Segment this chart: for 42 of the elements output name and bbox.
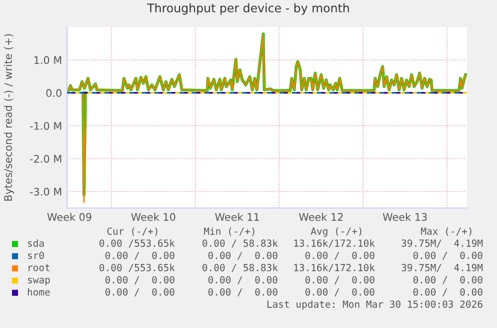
legend-label: root: [28, 264, 50, 272]
y-tick-label: -2.0 M: [30, 154, 62, 163]
text: 0.00 / 0.00: [208, 276, 278, 284]
text: 0.00 / 0.00: [413, 252, 482, 260]
text: 39.75M/ 4.19M: [402, 264, 483, 272]
legend-label: home: [28, 288, 50, 296]
legend-label: sr0: [28, 252, 44, 260]
text: 0.00 / 0.00: [305, 288, 374, 296]
text: Avg (-/+): [310, 227, 362, 237]
y-tick-label: 1.0 M: [34, 56, 62, 64]
x-tick-label: Week 09: [47, 212, 92, 221]
text: Last update: Mon Mar 30 15:00:03 2026: [267, 300, 482, 310]
text: 0.00 / 0.00: [105, 276, 174, 284]
text: 0.00 / 0.00: [105, 252, 174, 260]
text: Max (-/+): [421, 227, 472, 236]
y-tick-label: -1.0 M: [30, 122, 62, 130]
text: 13.16k/172.10k: [294, 264, 375, 272]
y-tick-label: 0.0: [46, 89, 62, 97]
x-tick-label: Week 13: [382, 212, 427, 221]
text: 0.00 / 0.00: [413, 288, 482, 296]
text: 0.00 / 0.00: [413, 276, 482, 284]
text: 0.00 / 0.00: [208, 288, 278, 296]
legend-label: swap: [28, 278, 50, 286]
text: 0.00 / 0.00: [208, 252, 278, 260]
text: 0.00 / 58.83k: [202, 264, 278, 272]
x-tick-label: Week 10: [131, 212, 176, 221]
x-tick-label: Week 12: [298, 212, 343, 221]
x-tick-label: Week 11: [215, 212, 259, 221]
chart-title: Throughput per device - by month: [147, 3, 349, 15]
text: 0.00 / 0.00: [105, 288, 174, 296]
text: 0.00 /553.65k: [100, 264, 175, 272]
text: 0.00 /553.65k: [100, 239, 175, 248]
text: 0.00 / 58.83k: [202, 239, 278, 248]
text: 13.16k/172.10k: [294, 239, 375, 248]
y-tick-label: -3.0 M: [30, 188, 62, 196]
text: Min (-/+): [204, 227, 254, 236]
text: 0.00 / 0.00: [305, 276, 374, 284]
text: 39.75M/ 4.19M: [402, 239, 483, 248]
text: Cur (-/+): [107, 227, 158, 236]
y-axis-title: Bytes/second read (-) / write (+): [4, 34, 14, 201]
legend-label: sda: [28, 239, 44, 247]
text: 0.00 / 0.00: [305, 252, 374, 260]
